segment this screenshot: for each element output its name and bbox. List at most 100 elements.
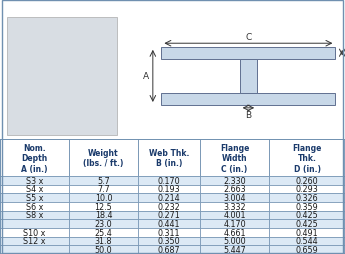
Bar	[0, 194, 69, 202]
Bar	[269, 237, 345, 245]
Bar	[269, 202, 345, 211]
Text: 0.326: 0.326	[296, 193, 318, 202]
Text: 31.8: 31.8	[95, 236, 112, 246]
Text: Flange
Width
C (in.): Flange Width C (in.)	[220, 143, 249, 173]
Text: 4.001: 4.001	[223, 211, 246, 220]
Text: 2.663: 2.663	[223, 185, 246, 194]
Text: S5 x: S5 x	[26, 193, 43, 202]
Text: 12.5: 12.5	[95, 202, 112, 211]
Bar	[200, 185, 269, 194]
Text: 3.004: 3.004	[223, 193, 246, 202]
Bar	[138, 245, 200, 254]
Text: 0.170: 0.170	[158, 176, 180, 185]
Text: 0.441: 0.441	[158, 219, 180, 228]
Text: A: A	[142, 72, 149, 81]
Bar	[200, 140, 269, 176]
Text: 0.687: 0.687	[158, 245, 180, 254]
Text: 7.7: 7.7	[97, 185, 110, 194]
Text: S4 x: S4 x	[26, 185, 43, 194]
Text: 5.7: 5.7	[97, 176, 110, 185]
Text: S6 x: S6 x	[26, 202, 43, 211]
Bar	[269, 219, 345, 228]
Text: 0.425: 0.425	[296, 219, 318, 228]
Bar	[200, 219, 269, 228]
Bar	[200, 211, 269, 219]
Bar	[269, 228, 345, 237]
Bar	[0, 176, 69, 185]
Bar	[7, 18, 117, 136]
Bar	[269, 194, 345, 202]
Text: 5.000: 5.000	[223, 236, 246, 246]
Text: 2.330: 2.330	[223, 176, 246, 185]
Text: 5.447: 5.447	[223, 245, 246, 254]
Bar	[0, 219, 69, 228]
Text: 0.544: 0.544	[296, 236, 318, 246]
Bar	[0, 211, 69, 219]
Text: Nom.
Depth
A (in.): Nom. Depth A (in.)	[21, 143, 48, 173]
Bar	[138, 228, 200, 237]
Bar	[138, 237, 200, 245]
Bar	[161, 48, 335, 59]
Text: 0.193: 0.193	[158, 185, 180, 194]
Bar	[269, 245, 345, 254]
Bar	[269, 211, 345, 219]
Bar	[138, 202, 200, 211]
Text: Flange
Thk.
D (in.): Flange Thk. D (in.)	[292, 143, 322, 173]
Bar	[138, 140, 200, 176]
Text: 0.491: 0.491	[296, 228, 318, 237]
Bar	[0, 237, 69, 245]
Bar	[200, 202, 269, 211]
Text: 0.311: 0.311	[158, 228, 180, 237]
Text: 10.0: 10.0	[95, 193, 112, 202]
Text: 50.0: 50.0	[95, 245, 112, 254]
Text: 0.659: 0.659	[296, 245, 318, 254]
Text: S3 x: S3 x	[26, 176, 43, 185]
Bar	[69, 176, 138, 185]
Text: B: B	[245, 111, 252, 120]
Text: C: C	[245, 33, 252, 42]
Text: 18.4: 18.4	[95, 211, 112, 220]
Bar	[269, 140, 345, 176]
Bar	[200, 194, 269, 202]
Bar	[269, 176, 345, 185]
Bar	[0, 185, 69, 194]
Text: 0.359: 0.359	[296, 202, 318, 211]
Bar	[138, 176, 200, 185]
Bar	[69, 237, 138, 245]
Bar	[0, 228, 69, 237]
Bar	[69, 140, 138, 176]
Text: 0.232: 0.232	[158, 202, 180, 211]
Text: 4.661: 4.661	[223, 228, 246, 237]
Bar	[69, 185, 138, 194]
Text: 0.350: 0.350	[158, 236, 180, 246]
Text: S12 x: S12 x	[23, 236, 46, 246]
Bar	[0, 202, 69, 211]
Bar	[200, 237, 269, 245]
Bar	[69, 228, 138, 237]
Text: 0.260: 0.260	[296, 176, 318, 185]
Bar	[138, 211, 200, 219]
Bar	[138, 194, 200, 202]
Text: 0.425: 0.425	[296, 211, 318, 220]
Bar	[69, 219, 138, 228]
Bar	[69, 245, 138, 254]
Text: 3.332: 3.332	[223, 202, 246, 211]
Text: S10 x: S10 x	[23, 228, 46, 237]
Bar	[69, 194, 138, 202]
Text: 0.293: 0.293	[296, 185, 318, 194]
Text: 23.0: 23.0	[95, 219, 112, 228]
Text: S8 x: S8 x	[26, 211, 43, 220]
Text: Web Thk.
B (in.): Web Thk. B (in.)	[149, 148, 189, 168]
Bar	[200, 245, 269, 254]
Bar	[269, 185, 345, 194]
Text: 0.214: 0.214	[158, 193, 180, 202]
Bar	[69, 202, 138, 211]
Bar	[138, 185, 200, 194]
Bar	[0, 245, 69, 254]
Bar	[200, 176, 269, 185]
Text: 25.4: 25.4	[95, 228, 112, 237]
Text: 4.170: 4.170	[223, 219, 246, 228]
Text: Weight
(lbs. / ft.): Weight (lbs. / ft.)	[83, 148, 124, 168]
Bar	[0, 140, 69, 176]
Bar	[138, 219, 200, 228]
